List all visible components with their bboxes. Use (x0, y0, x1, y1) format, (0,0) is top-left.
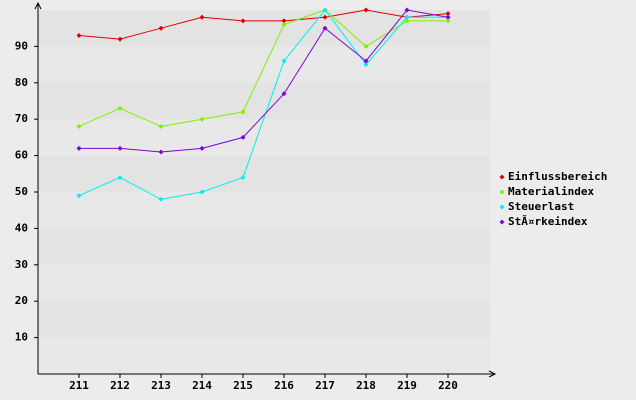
x-tick-label: 216 (274, 379, 294, 392)
legend-marker (499, 189, 505, 195)
x-tick-label: 212 (110, 379, 130, 392)
point (117, 105, 123, 111)
point (158, 149, 164, 155)
y-tick-label: 40 (15, 221, 28, 234)
point (158, 25, 164, 31)
grid-band (38, 228, 490, 265)
x-tick-label: 217 (315, 379, 335, 392)
point (76, 123, 82, 129)
point (404, 18, 410, 24)
point (363, 58, 369, 64)
point (117, 36, 123, 42)
grid-band (38, 301, 490, 338)
y-tick-label: 30 (15, 258, 28, 271)
legend-label: StÃ¤rkeindex (508, 215, 588, 228)
grid-band (38, 119, 490, 156)
point (117, 145, 123, 151)
grid-band (38, 155, 490, 192)
point (76, 32, 82, 38)
grid-band (38, 10, 490, 47)
point (199, 14, 205, 20)
x-tick-label: 214 (192, 379, 212, 392)
legend-marker (499, 204, 505, 210)
x-tick-label: 213 (151, 379, 171, 392)
point (363, 43, 369, 49)
x-tick-label: 211 (69, 379, 89, 392)
y-tick-label: 70 (15, 112, 28, 125)
point (281, 22, 287, 28)
x-tick-label: 215 (233, 379, 253, 392)
series-line (78, 9, 448, 200)
point (240, 134, 246, 140)
point (445, 11, 451, 17)
legend-label: Einflussbereich (508, 170, 607, 183)
y-tick-label: 50 (15, 185, 28, 198)
point (240, 174, 246, 180)
series-line (79, 9, 449, 153)
x-tick-label: 220 (438, 379, 458, 392)
point (158, 196, 164, 202)
point (281, 58, 287, 64)
grid-band (38, 82, 490, 120)
legend-marker (499, 174, 505, 180)
grid-band (38, 337, 490, 374)
legend-label: Materialindex (508, 185, 594, 198)
x-tick-label: 218 (356, 379, 376, 392)
y-tick-label: 20 (15, 294, 28, 307)
point (199, 145, 205, 151)
point (240, 109, 246, 115)
point (445, 18, 451, 24)
grid-band (38, 46, 490, 83)
point (158, 123, 164, 129)
grid-band (38, 192, 490, 229)
point (363, 62, 369, 68)
y-tick-label: 90 (15, 39, 28, 52)
series-line (78, 9, 448, 127)
point (281, 91, 287, 97)
point (445, 14, 451, 20)
point (322, 7, 328, 13)
point (322, 14, 328, 20)
point (117, 174, 123, 180)
x-axis-arrow (488, 370, 497, 378)
point (404, 7, 410, 13)
y-tick-label: 10 (15, 331, 28, 344)
point (363, 7, 369, 13)
point (199, 189, 205, 195)
point (404, 14, 410, 20)
x-tick-label: 219 (397, 379, 417, 392)
point (76, 145, 82, 151)
point (199, 116, 205, 122)
y-tick-label: 60 (15, 149, 28, 162)
point (76, 193, 82, 199)
y-tick-label: 80 (15, 76, 28, 89)
point (281, 18, 287, 24)
legend-label: Steuerlast (508, 200, 574, 213)
grid-band (38, 264, 490, 302)
point (322, 25, 328, 31)
legend-marker (499, 219, 505, 225)
point (240, 18, 246, 24)
series-line (78, 9, 449, 40)
y-axis-arrow (34, 1, 42, 10)
